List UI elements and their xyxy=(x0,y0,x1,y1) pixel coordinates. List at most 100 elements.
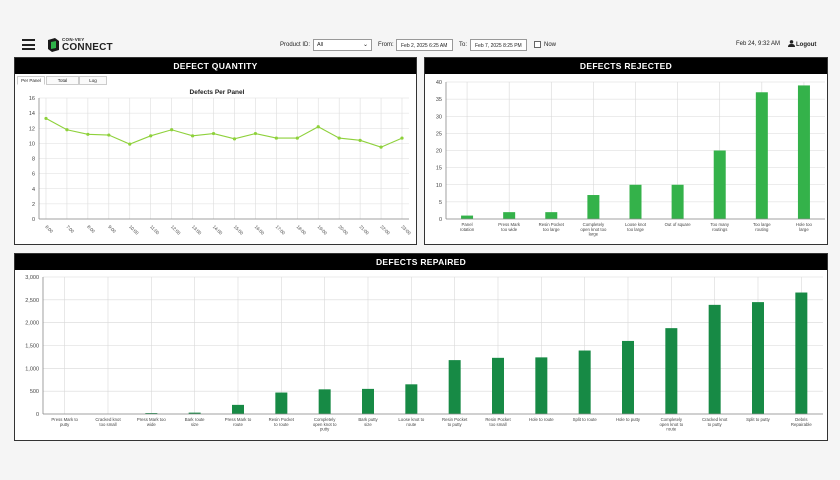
user-icon xyxy=(788,40,795,47)
x-tick-label: 7:00 xyxy=(65,224,75,234)
bar xyxy=(535,357,548,414)
bar xyxy=(461,215,474,219)
bar xyxy=(492,357,504,414)
bar xyxy=(622,340,634,414)
y-tick-label: 1,500 xyxy=(25,344,39,350)
x-tick-label: 15:00 xyxy=(233,224,245,236)
x-tick-label: 20:00 xyxy=(337,224,349,236)
x-tick-label: Resin Pocket too small xyxy=(485,417,511,427)
defects-rejected-chart: 0 5 10 15 20 25 30 35 40 Panel rotation Press Mark t… xyxy=(436,80,825,237)
defects-rejected-panel: DEFECTS REJECTED 0 5 10 15 20 25 30 35 40 Panel ro… xyxy=(424,57,828,245)
bar xyxy=(671,184,684,219)
data-point xyxy=(358,138,362,142)
now-checkbox[interactable] xyxy=(534,41,541,48)
x-tick-label: 19:00 xyxy=(317,224,329,236)
bar xyxy=(797,85,810,219)
y-tick-label: 1,000 xyxy=(25,366,39,372)
bar xyxy=(275,392,288,414)
tab-per-panel[interactable]: Per Panel xyxy=(17,76,45,85)
y-tick-label: 10 xyxy=(29,141,35,147)
tab-log[interactable]: Log xyxy=(79,76,107,85)
logout-label: Logout xyxy=(796,42,817,48)
x-tick-label: 11:00 xyxy=(149,224,161,236)
x-tick-label: Split to putty xyxy=(746,417,770,422)
x-tick-label: Press Mark too wide xyxy=(137,417,167,427)
defects-per-panel-chart: Defects Per Panel 0 2 4 6 8 10 12 14 16 6:00 7:00 8… xyxy=(29,89,412,236)
x-tick-label: 23:00 xyxy=(400,224,412,236)
data-point xyxy=(316,125,320,129)
bar xyxy=(232,404,244,414)
defect-quantity-panel: DEFECT QUANTITY Per Panel Total Log Defe… xyxy=(14,57,417,245)
top-bar: CON-VEY CONNECT Product ID: All ⌄ From: … xyxy=(0,30,840,58)
bar xyxy=(629,184,642,219)
logout-button[interactable]: Logout xyxy=(788,40,816,48)
bar xyxy=(752,302,764,414)
y-tick-label: 16 xyxy=(29,96,35,102)
data-point xyxy=(170,128,174,132)
bar xyxy=(578,350,591,414)
bar xyxy=(145,413,158,414)
data-point xyxy=(211,131,216,136)
menu-icon[interactable] xyxy=(22,39,35,50)
y-tick-label: 5 xyxy=(439,200,442,206)
bar xyxy=(448,360,461,414)
x-tick-label: Hole to route xyxy=(529,417,554,422)
bar xyxy=(545,212,558,219)
defects-repaired-panel: DEFECTS REPAIRED 0 500 1,000 1,500 2,000 2,50… xyxy=(14,253,828,441)
x-tick-label: Bark putty size xyxy=(358,417,378,427)
chart-title: Defects Per Panel xyxy=(190,89,245,96)
x-tick-label: Press Mark to route xyxy=(225,417,252,427)
chevron-down-icon: ⌄ xyxy=(362,42,368,48)
logo-small-text: CON-VEY xyxy=(62,37,85,42)
y-tick-label: 8 xyxy=(32,157,35,163)
x-tick-label: Panel rotation xyxy=(460,222,475,232)
x-tick-label: Hole to putty xyxy=(616,417,641,422)
y-tick-label: 2 xyxy=(32,202,35,208)
y-tick-label: 25 xyxy=(436,131,442,137)
y-tick-label: 35 xyxy=(436,97,442,103)
tab-total[interactable]: Total xyxy=(46,76,79,85)
data-point xyxy=(44,116,48,121)
logo-mark-icon xyxy=(48,38,59,52)
x-tick-label: Split to route xyxy=(573,417,598,422)
x-tick-label: Completely open knot to putty xyxy=(313,417,337,432)
x-tick-label: 6:00 xyxy=(44,224,54,234)
x-tick-label: Loose knot too large xyxy=(625,222,647,232)
y-tick-label: 2,000 xyxy=(25,321,39,327)
y-tick-label: 0 xyxy=(439,217,442,223)
x-tick-label: Cracked knot too small xyxy=(95,417,121,427)
bar xyxy=(503,212,516,219)
x-tick-label: Completely open knot too large xyxy=(580,222,607,237)
product-id-value: All xyxy=(317,42,324,48)
y-tick-label: 10 xyxy=(436,183,442,189)
x-tick-label: 10:00 xyxy=(128,224,140,236)
y-tick-label: 15 xyxy=(436,166,442,172)
data-point xyxy=(190,134,195,138)
from-date-input[interactable]: Feb 2, 2025 6:25 AM xyxy=(396,39,453,51)
bar xyxy=(665,328,678,414)
x-tick-label: Press Mark too wide xyxy=(498,222,521,232)
x-tick-label: Resin Pocket too large xyxy=(539,222,565,232)
data-point xyxy=(379,145,383,149)
y-tick-label: 20 xyxy=(436,149,442,155)
bar xyxy=(708,304,721,414)
x-tick-label: Hole too large xyxy=(796,222,813,232)
data-point xyxy=(295,136,299,140)
x-tick-label: 14:00 xyxy=(212,224,224,236)
x-tick-label: 16:00 xyxy=(254,224,266,236)
to-date-input[interactable]: Feb 7, 2025 8:25 PM xyxy=(470,39,527,51)
bar xyxy=(755,92,768,219)
data-point xyxy=(274,136,278,140)
y-tick-label: 4 xyxy=(32,187,35,193)
product-id-select[interactable]: All ⌄ xyxy=(313,39,372,51)
x-tick-label: Resin Pocket to route xyxy=(269,417,295,427)
x-tick-label: Debris Repairable xyxy=(791,417,812,427)
x-tick-label: Cracked knot to putty xyxy=(702,417,728,427)
defects-repaired-chart: 0 500 1,000 1,500 2,000 2,500 3,000 Press Mark … xyxy=(25,275,823,432)
y-tick-label: 2,500 xyxy=(25,298,39,304)
x-tick-label: 22:00 xyxy=(379,224,391,236)
data-point xyxy=(128,142,132,146)
bar xyxy=(713,150,726,219)
data-point xyxy=(400,136,404,140)
y-tick-label: 14 xyxy=(29,111,35,117)
